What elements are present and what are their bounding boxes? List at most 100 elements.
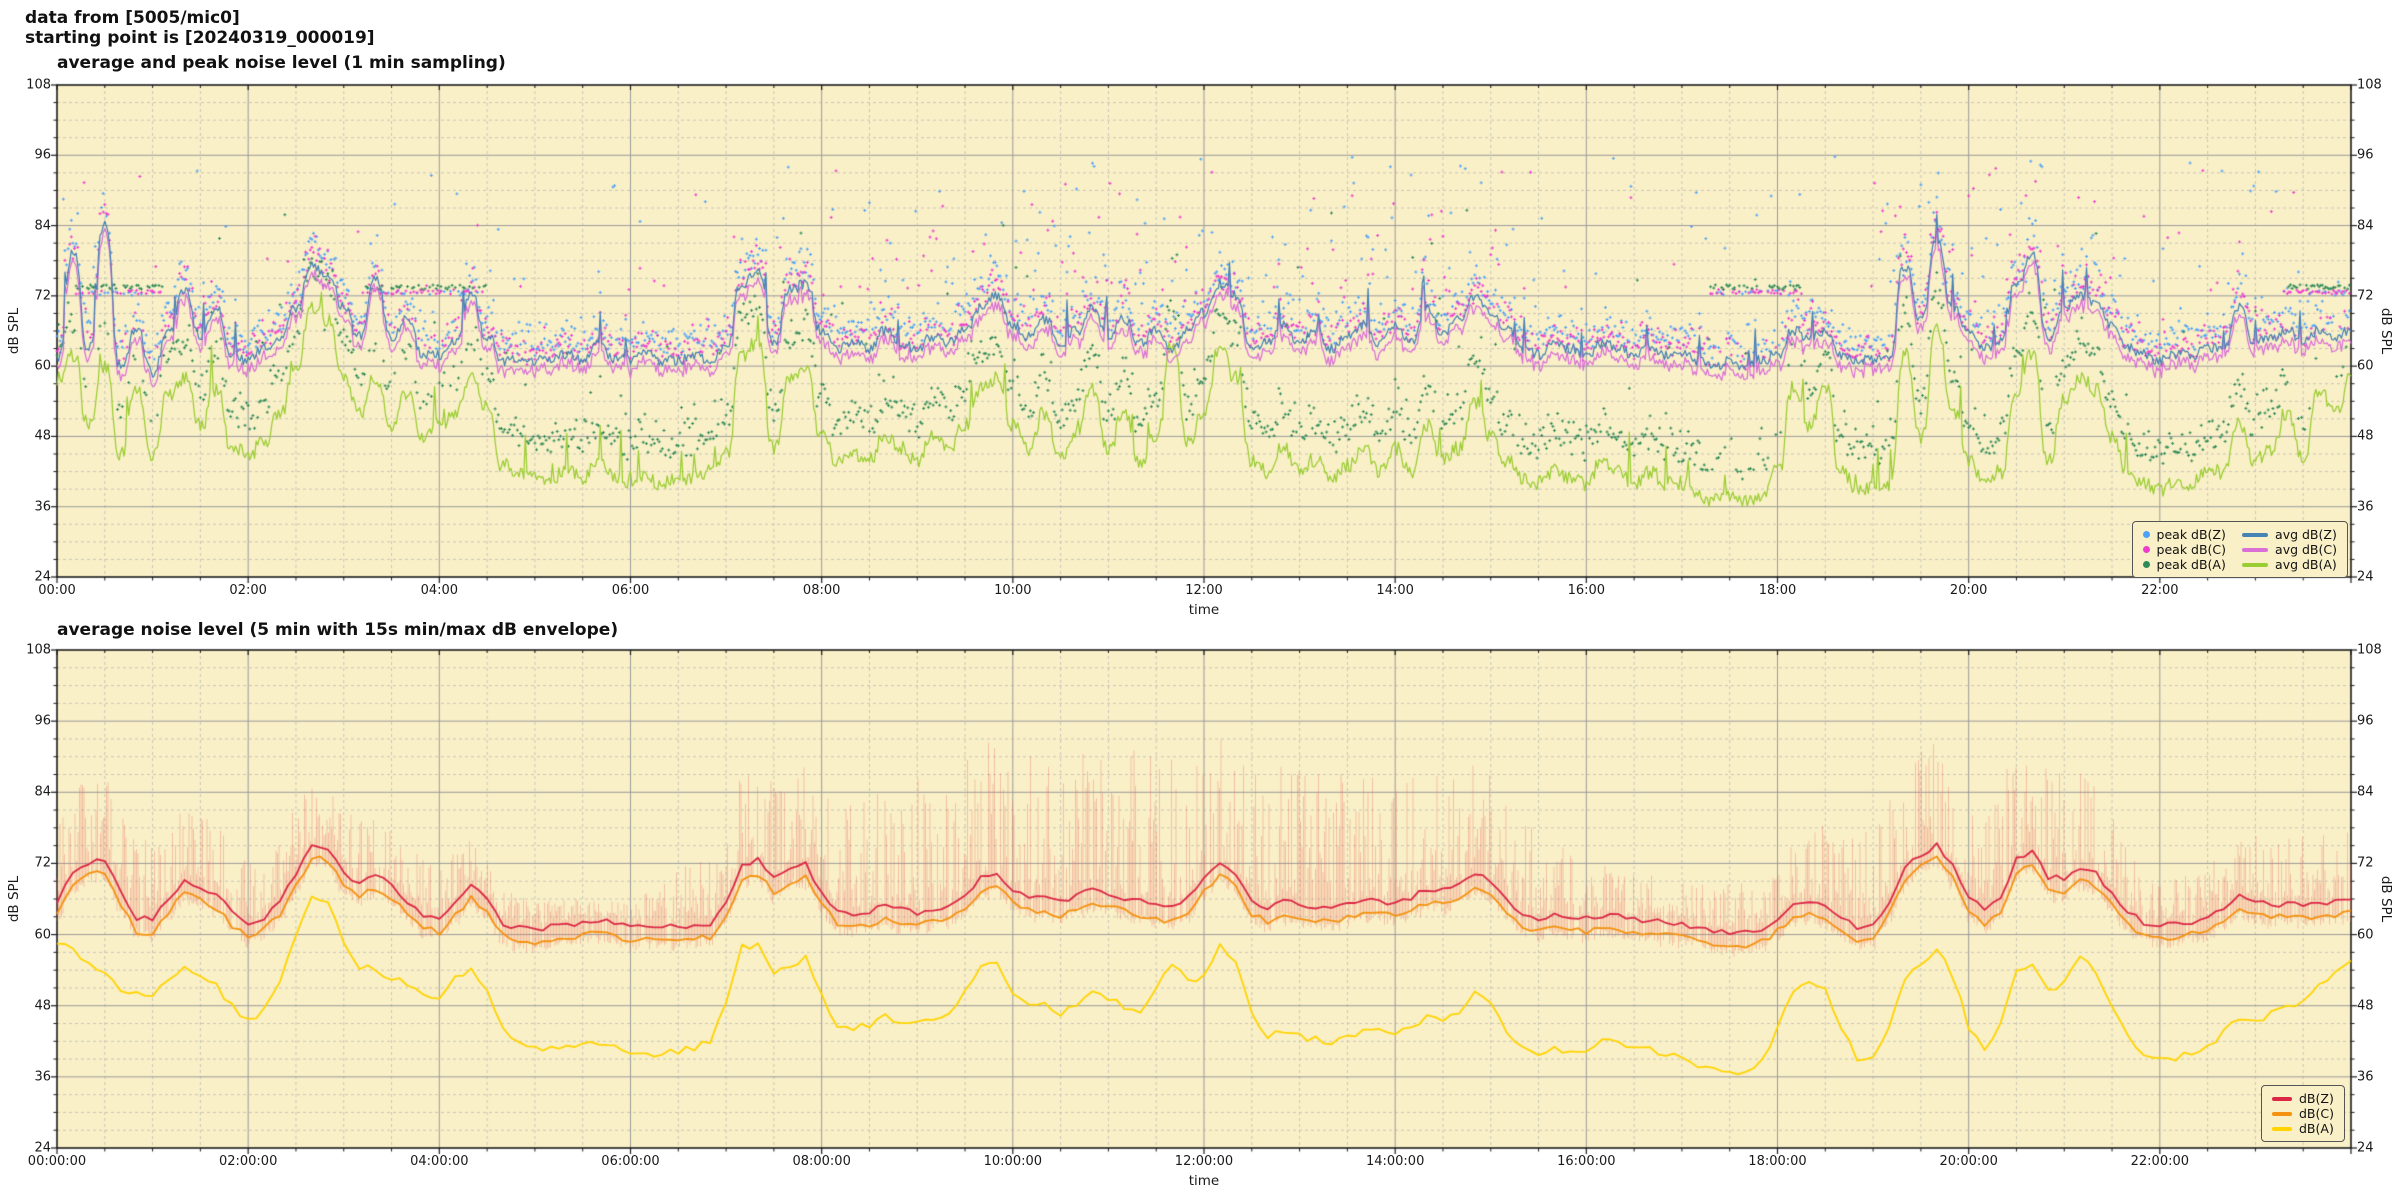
y-tick-label-right: 60 [2357,927,2374,943]
x-tick-label: 06:00 [611,583,650,598]
x-tick-label: 04:00 [420,583,459,598]
chart1-legend: peak dB(Z) peak dB(C) peak dB(A) avg dB(Z) a… [2131,521,2348,578]
x-tick-label: 20:00:00 [1939,1154,1998,1169]
legend-line-swatch [2272,1096,2292,1101]
legend-dot-swatch [2142,531,2150,538]
x-tick-label: 16:00:00 [1557,1154,1616,1169]
legend-dot-swatch [2142,561,2150,568]
y-tick-label-right: 24 [2357,569,2374,585]
x-tick-label: 12:00 [1185,583,1223,598]
legend-item: peak dB(C) [2142,542,2227,557]
legend-item: dB(Z) [2272,1091,2334,1106]
y-tick-label-right: 108 [2357,77,2382,93]
y-tick-label-right: 72 [2357,288,2374,304]
y-tick-label-left: 84 [34,218,51,234]
x-tick-label: 18:00:00 [1748,1154,1807,1169]
legend-label: avg dB(Z) [2275,527,2337,542]
y-tick-label-left: 24 [34,1140,51,1156]
header-line-2: starting point is [20240319_000019] [25,28,375,48]
chart2-y-axis-label-right: dB SPL [2378,875,2394,923]
y-tick-label-left: 72 [34,288,51,304]
x-tick-label: 04:00:00 [410,1154,469,1169]
chart1-y-axis-label-left: dB SPL [6,307,22,355]
chart2-title: average noise level (5 min with 15s min/… [57,620,619,640]
header-line-1: data from [5005/mic0] [25,8,240,28]
x-tick-label: 22:00 [2141,583,2179,598]
x-tick-label: 08:00 [802,583,841,598]
y-tick-label-left: 24 [34,569,51,585]
x-tick-label: 12:00:00 [1174,1154,1234,1169]
x-tick-label: 06:00:00 [601,1154,660,1169]
legend-line-swatch [2272,1126,2292,1131]
legend-label: peak dB(C) [2156,542,2227,557]
legend-label: avg dB(C) [2275,542,2337,557]
legend-line-swatch [2242,562,2269,567]
y-tick-label-right: 48 [2357,998,2374,1014]
y-tick-label-right: 48 [2357,428,2374,444]
y-tick-label-left: 36 [34,1069,51,1085]
x-tick-label: 16:00 [1567,583,1606,598]
legend-line-swatch [2242,547,2269,552]
y-tick-label-right: 96 [2357,713,2374,729]
y-tick-label-left: 96 [34,713,51,729]
legend-col-avgs: avg dB(Z) avg dB(C) avg dB(A) [2242,527,2337,572]
y-tick-label-left: 60 [34,358,51,374]
y-tick-label-left: 72 [34,855,51,871]
y-tick-label-left: 48 [34,998,51,1014]
y-tick-label-left: 48 [34,428,51,444]
legend-dot-swatch [2142,546,2150,553]
x-tick-label: 20:00 [1949,583,1988,598]
chart1-x-axis-label: time [1188,602,1220,618]
x-tick-label: 14:00 [1376,583,1414,598]
x-tick-label: 14:00:00 [1365,1154,1425,1169]
x-tick-label: 00:00 [38,583,76,598]
y-tick-label-right: 72 [2357,855,2374,871]
legend-label: avg dB(A) [2275,557,2337,572]
chart2-y-axis-label-left: dB SPL [6,875,22,923]
x-tick-label: 00:00:00 [27,1154,87,1169]
x-tick-label: 10:00:00 [983,1154,1043,1169]
y-tick-label-right: 84 [2357,784,2374,800]
chart2-x-axis-label: time [1188,1173,1220,1189]
legend-item: avg dB(C) [2242,542,2337,557]
y-tick-label-right: 60 [2357,358,2374,374]
y-tick-label-left: 60 [34,927,51,943]
y-tick-label-right: 108 [2357,642,2382,658]
y-tick-label-right: 36 [2357,499,2374,515]
y-tick-label-right: 84 [2357,218,2374,234]
y-tick-label-left: 96 [34,147,51,163]
chart2-plot-canvas [45,638,2363,1160]
legend-line-swatch [2272,1111,2292,1116]
legend-item: avg dB(Z) [2242,527,2337,542]
y-tick-label-right: 24 [2357,1140,2374,1156]
legend-item: dB(A) [2272,1121,2334,1136]
x-tick-label: 18:00 [1758,583,1797,598]
legend-label: dB(A) [2299,1121,2334,1136]
legend-col-peaks: peak dB(Z) peak dB(C) peak dB(A) [2142,527,2227,572]
x-tick-label: 02:00:00 [218,1154,278,1169]
y-tick-label-left: 108 [26,642,51,658]
legend-item: peak dB(Z) [2142,527,2227,542]
x-tick-label: 08:00:00 [792,1154,851,1169]
legend-item: dB(C) [2272,1106,2334,1121]
chart1-y-axis-label-right: dB SPL [2378,307,2394,355]
legend-label: peak dB(A) [2156,557,2226,572]
x-tick-label: 02:00 [229,583,267,598]
legend-label: dB(C) [2299,1106,2334,1121]
chart2-legend: dB(Z) dB(C) dB(A) [2261,1085,2345,1142]
chart1-plot-canvas [45,73,2363,589]
y-tick-label-left: 84 [34,784,51,800]
chart1-title: average and peak noise level (1 min samp… [57,53,506,73]
legend-line-swatch [2242,532,2269,537]
legend-item: avg dB(A) [2242,557,2337,572]
x-tick-label: 10:00 [994,583,1032,598]
y-tick-label-left: 108 [26,77,51,93]
y-tick-label-left: 36 [34,499,51,515]
legend-item: peak dB(A) [2142,557,2227,572]
legend-label: dB(Z) [2299,1091,2334,1106]
x-tick-label: 22:00:00 [2130,1154,2190,1169]
y-tick-label-right: 96 [2357,147,2374,163]
legend-col-lines: dB(Z) dB(C) dB(A) [2272,1091,2334,1136]
y-tick-label-right: 36 [2357,1069,2374,1085]
